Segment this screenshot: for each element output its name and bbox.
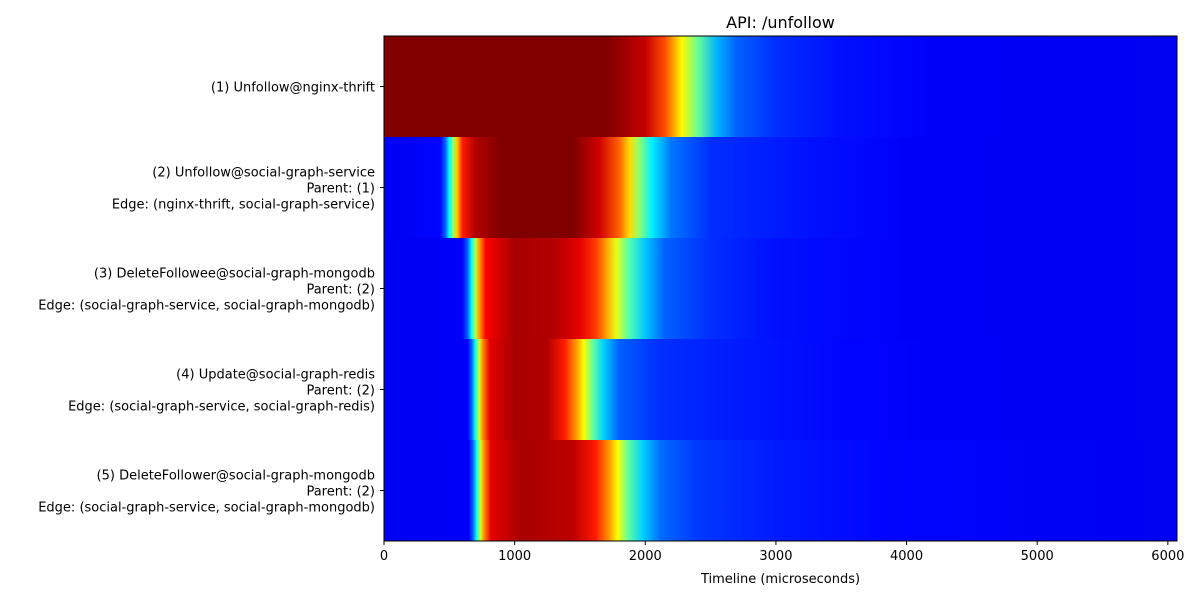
heatmap-row-2 <box>384 137 1177 239</box>
heatmap-row-1 <box>384 36 1177 138</box>
row-5-label-line-3: Edge: (social-graph-service, social-grap… <box>38 501 375 516</box>
row-4-label-line-1: (4) Update@social-graph-redis <box>176 368 375 383</box>
row-5-label-line-2: Parent: (2) <box>306 485 375 500</box>
row-3-label-line-3: Edge: (social-graph-service, social-grap… <box>38 299 375 314</box>
x-tick-label-5000: 5000 <box>1021 549 1054 564</box>
x-tick-label-4000: 4000 <box>890 549 923 564</box>
x-tick-label-3000: 3000 <box>759 549 792 564</box>
x-tick-label-6000: 6000 <box>1151 549 1184 564</box>
row-5-label-line-1: (5) DeleteFollower@social-graph-mongodb <box>97 469 375 484</box>
row-3-label-line-1: (3) DeleteFollowee@social-graph-mongodb <box>94 267 375 282</box>
x-tick-label-1000: 1000 <box>498 549 531 564</box>
row-4-label-line-2: Parent: (2) <box>306 384 375 399</box>
row-2-label-line-1: (2) Unfollow@social-graph-service <box>152 166 375 181</box>
heatmap-row-3 <box>384 238 1177 340</box>
heatmap-row-4 <box>384 339 1177 441</box>
x-axis-label: Timeline (microseconds) <box>700 572 860 587</box>
chart-title: API: /unfollow <box>726 13 835 32</box>
row-1-label-line-1: (1) Unfollow@nginx-thrift <box>211 81 375 96</box>
row-2-label-line-2: Parent: (1) <box>306 182 375 197</box>
plot-frame <box>383 35 1178 542</box>
row-4-label-line-3: Edge: (social-graph-service, social-grap… <box>68 400 375 415</box>
heatmap-row-5 <box>384 440 1177 542</box>
x-tick-label-2000: 2000 <box>629 549 662 564</box>
row-3-label-line-2: Parent: (2) <box>306 283 375 298</box>
x-tick-label-0: 0 <box>380 549 388 564</box>
row-2-label-line-3: Edge: (nginx-thrift, social-graph-servic… <box>112 198 375 213</box>
